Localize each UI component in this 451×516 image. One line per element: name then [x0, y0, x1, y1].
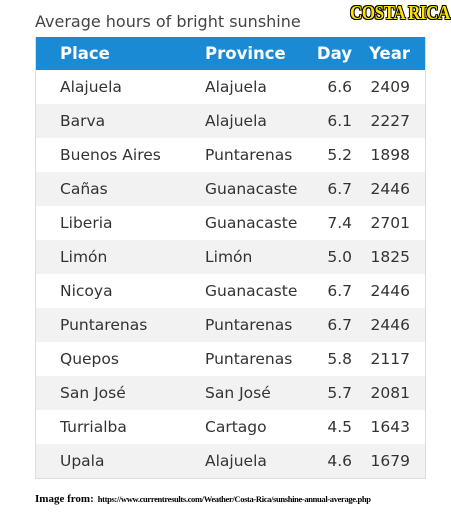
table-cell: San José [60, 384, 126, 402]
table-row: Limón Limón 5.0 1825 [36, 240, 425, 274]
table-cell: Upala [60, 452, 105, 470]
column-header: Place [60, 44, 110, 63]
table-row: San José San José 5.7 2081 [36, 376, 425, 410]
table-cell: Alajuela [205, 112, 267, 130]
table-cell: 6.7 [327, 282, 352, 300]
table-cell: 5.0 [327, 248, 352, 266]
table: Place Province Day Year Alajuela Alajuela 6.6 2… [35, 37, 426, 479]
table-cell: 6.1 [327, 112, 352, 130]
header-row: Place Province Day Year [36, 37, 425, 70]
table-cell: Cañas [60, 180, 108, 198]
table-cell: 2446 [370, 180, 410, 198]
badge: COSTA RICA [350, 2, 450, 24]
table-cell: Buenos Aires [60, 146, 161, 164]
table-row: Turrialba Cartago 4.5 1643 [36, 410, 425, 444]
title: Average hours of bright sunshine [35, 12, 301, 31]
table-row: Liberia Guanacaste 7.4 2701 [36, 206, 425, 240]
table-cell: Puntarenas [205, 316, 293, 334]
table-cell: Alajuela [205, 452, 267, 470]
column-header: Province [205, 44, 286, 63]
table-cell: 2081 [370, 384, 410, 402]
table-cell: 1898 [370, 146, 410, 164]
table-cell: 6.7 [327, 316, 352, 334]
table-cell: Limón [60, 248, 108, 266]
table-cell: 2227 [370, 112, 410, 130]
table-cell: Liberia [60, 214, 113, 232]
footer-label: Image from: [35, 493, 94, 505]
table-cell: 2701 [370, 214, 410, 232]
table-row: Alajuela Alajuela 6.6 2409 [36, 70, 425, 104]
column-header: Year [369, 44, 410, 63]
table-cell: 2446 [370, 282, 410, 300]
table-cell: Nicoya [60, 282, 113, 300]
table-cell: 5.2 [327, 146, 352, 164]
column-header: Day [316, 44, 352, 63]
table-cell: Puntarenas [60, 316, 148, 334]
table-cell: 7.4 [327, 214, 352, 232]
table-cell: Quepos [60, 350, 119, 368]
table-cell: Guanacaste [205, 282, 298, 300]
table-cell: 6.6 [327, 78, 352, 96]
table-cell: Guanacaste [205, 214, 298, 232]
table-cell: Cartago [205, 418, 267, 436]
table-cell: 2446 [370, 316, 410, 334]
table-cell: 1679 [370, 452, 410, 470]
table-row: Quepos Puntarenas 5.8 2117 [36, 342, 425, 376]
table-cell: 4.6 [327, 452, 352, 470]
table-cell: Turrialba [60, 418, 127, 436]
footer: Image from: https://www.currentresults.co… [35, 489, 371, 507]
table-cell: 1825 [370, 248, 410, 266]
table-row: Upala Alajuela 4.6 1679 [36, 444, 425, 478]
table-row: Barva Alajuela 6.1 2227 [36, 104, 425, 138]
table-cell: 1643 [370, 418, 410, 436]
table-cell: 2409 [370, 78, 410, 96]
table-cell: San José [205, 384, 271, 402]
table-cell: Limón [205, 248, 253, 266]
table-row: Cañas Guanacaste 6.7 2446 [36, 172, 425, 206]
table-row: Puntarenas Puntarenas 6.7 2446 [36, 308, 425, 342]
table-cell: 5.7 [327, 384, 352, 402]
table-cell: 4.5 [327, 418, 352, 436]
table-row: Nicoya Guanacaste 6.7 2446 [36, 274, 425, 308]
footer-url: https://www.currentresults.com/Weather/C… [97, 494, 371, 504]
table-cell: 2117 [370, 350, 410, 368]
table-cell: Puntarenas [205, 146, 293, 164]
table-cell: Barva [60, 112, 106, 130]
table-cell: Alajuela [60, 78, 122, 96]
table-cell: Alajuela [205, 78, 267, 96]
table-cell: Puntarenas [205, 350, 293, 368]
table-cell: Guanacaste [205, 180, 298, 198]
table-cell: 5.8 [327, 350, 352, 368]
table-cell: 6.7 [327, 180, 352, 198]
table-row: Buenos Aires Puntarenas 5.2 1898 [36, 138, 425, 172]
